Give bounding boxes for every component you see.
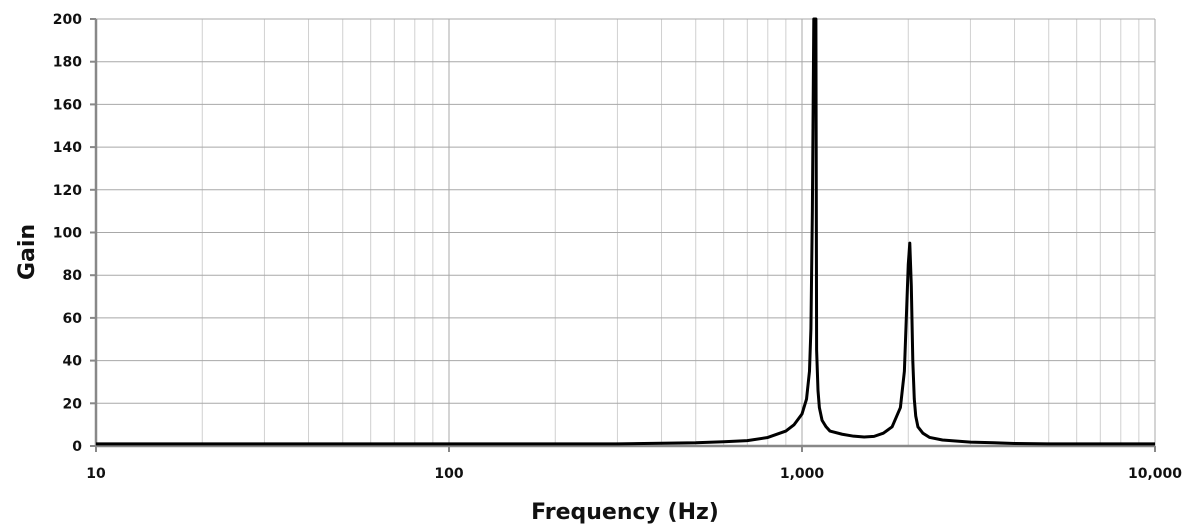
x-tick-label: 100 bbox=[434, 466, 463, 482]
y-tick-label: 40 bbox=[63, 354, 83, 370]
gain-series-line bbox=[96, 17, 1155, 446]
x-tick-label: 10,000 bbox=[1128, 466, 1182, 482]
y-axis-title: Gain bbox=[15, 224, 40, 280]
y-tick-label: 180 bbox=[53, 55, 82, 71]
x-tick-label: 10 bbox=[86, 466, 106, 482]
y-tick-label: 0 bbox=[72, 439, 82, 455]
y-tick-label: 60 bbox=[63, 311, 83, 327]
y-tick-label: 160 bbox=[53, 97, 82, 113]
x-axis-title: Frequency (Hz) bbox=[531, 500, 719, 525]
tick-labels: 0 20 40 60 80 100 120 140 160 180 200 10 100 1,000 10,… bbox=[53, 12, 1183, 482]
y-tick-label: 120 bbox=[53, 183, 82, 199]
y-tick-label: 140 bbox=[53, 140, 82, 156]
y-tick-label: 200 bbox=[53, 12, 82, 28]
series-layer bbox=[96, 17, 1155, 446]
y-tick-label: 100 bbox=[53, 226, 82, 242]
y-tick-label: 20 bbox=[63, 396, 83, 412]
x-tick-label: 1,000 bbox=[780, 466, 825, 482]
axes bbox=[90, 18, 1156, 452]
y-tick-label: 80 bbox=[63, 268, 83, 284]
major-gridlines bbox=[95, 18, 1156, 447]
